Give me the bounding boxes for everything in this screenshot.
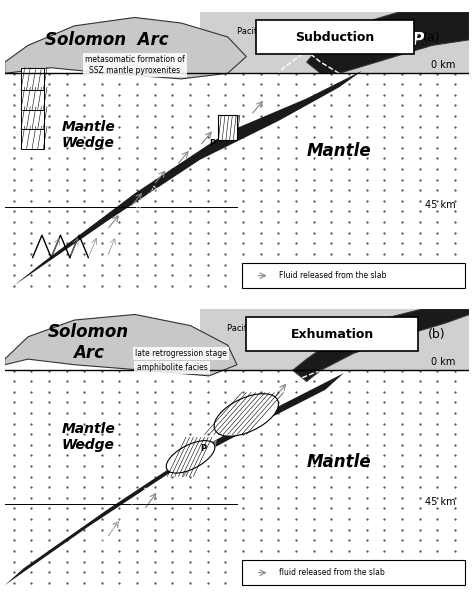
FancyBboxPatch shape <box>255 20 413 54</box>
Text: 45 km: 45 km <box>425 200 456 210</box>
Text: OJP: OJP <box>392 31 425 49</box>
Text: OJP: OJP <box>379 333 411 352</box>
FancyBboxPatch shape <box>242 560 465 585</box>
Text: Mantle
Wedge: Mantle Wedge <box>62 422 115 453</box>
Text: Mantle: Mantle <box>307 143 372 160</box>
FancyBboxPatch shape <box>242 263 465 288</box>
Ellipse shape <box>214 394 279 436</box>
Text: 0 km: 0 km <box>431 60 456 70</box>
Text: Pacific oceanic crust: Pacific oceanic crust <box>100 486 151 545</box>
Text: Pacific Ocean: Pacific Ocean <box>228 324 284 333</box>
Text: Subduction: Subduction <box>295 30 374 43</box>
Text: 0 km: 0 km <box>431 357 456 367</box>
Text: amphibolite facies: amphibolite facies <box>137 363 207 372</box>
Text: Mantle: Mantle <box>307 453 372 472</box>
Text: Pacific oceanic crust: Pacific oceanic crust <box>109 184 160 242</box>
Text: P: P <box>209 139 215 148</box>
FancyBboxPatch shape <box>246 317 418 350</box>
Text: metasomatic formation of
SSZ mantle pyroxenites: metasomatic formation of SSZ mantle pyro… <box>85 55 185 75</box>
Text: Fluid released from the slab: Fluid released from the slab <box>279 271 386 280</box>
Polygon shape <box>200 309 469 370</box>
Polygon shape <box>307 12 469 73</box>
Text: Mantle
Wedge: Mantle Wedge <box>62 119 115 150</box>
Polygon shape <box>14 71 363 286</box>
FancyBboxPatch shape <box>219 115 237 140</box>
Polygon shape <box>200 12 469 73</box>
Text: Exhumation: Exhumation <box>291 327 374 340</box>
Polygon shape <box>5 314 237 376</box>
Text: P: P <box>200 444 206 453</box>
Text: fluid released from the slab: fluid released from the slab <box>279 568 384 577</box>
Text: (a): (a) <box>423 30 441 43</box>
Bar <box>21 107 44 129</box>
Text: 45 km: 45 km <box>425 497 456 507</box>
Text: (b): (b) <box>428 327 446 340</box>
Polygon shape <box>5 17 246 79</box>
Text: Pacific Ocean: Pacific Ocean <box>237 27 293 36</box>
Bar <box>21 87 44 109</box>
Polygon shape <box>5 373 344 585</box>
Bar <box>21 68 44 90</box>
Bar <box>21 127 44 148</box>
Text: Solomon  Arc: Solomon Arc <box>45 31 169 49</box>
Ellipse shape <box>166 441 215 473</box>
Text: late retrogression stage: late retrogression stage <box>135 349 227 358</box>
Polygon shape <box>293 309 469 381</box>
Text: Solomon
Arc: Solomon Arc <box>48 323 129 362</box>
